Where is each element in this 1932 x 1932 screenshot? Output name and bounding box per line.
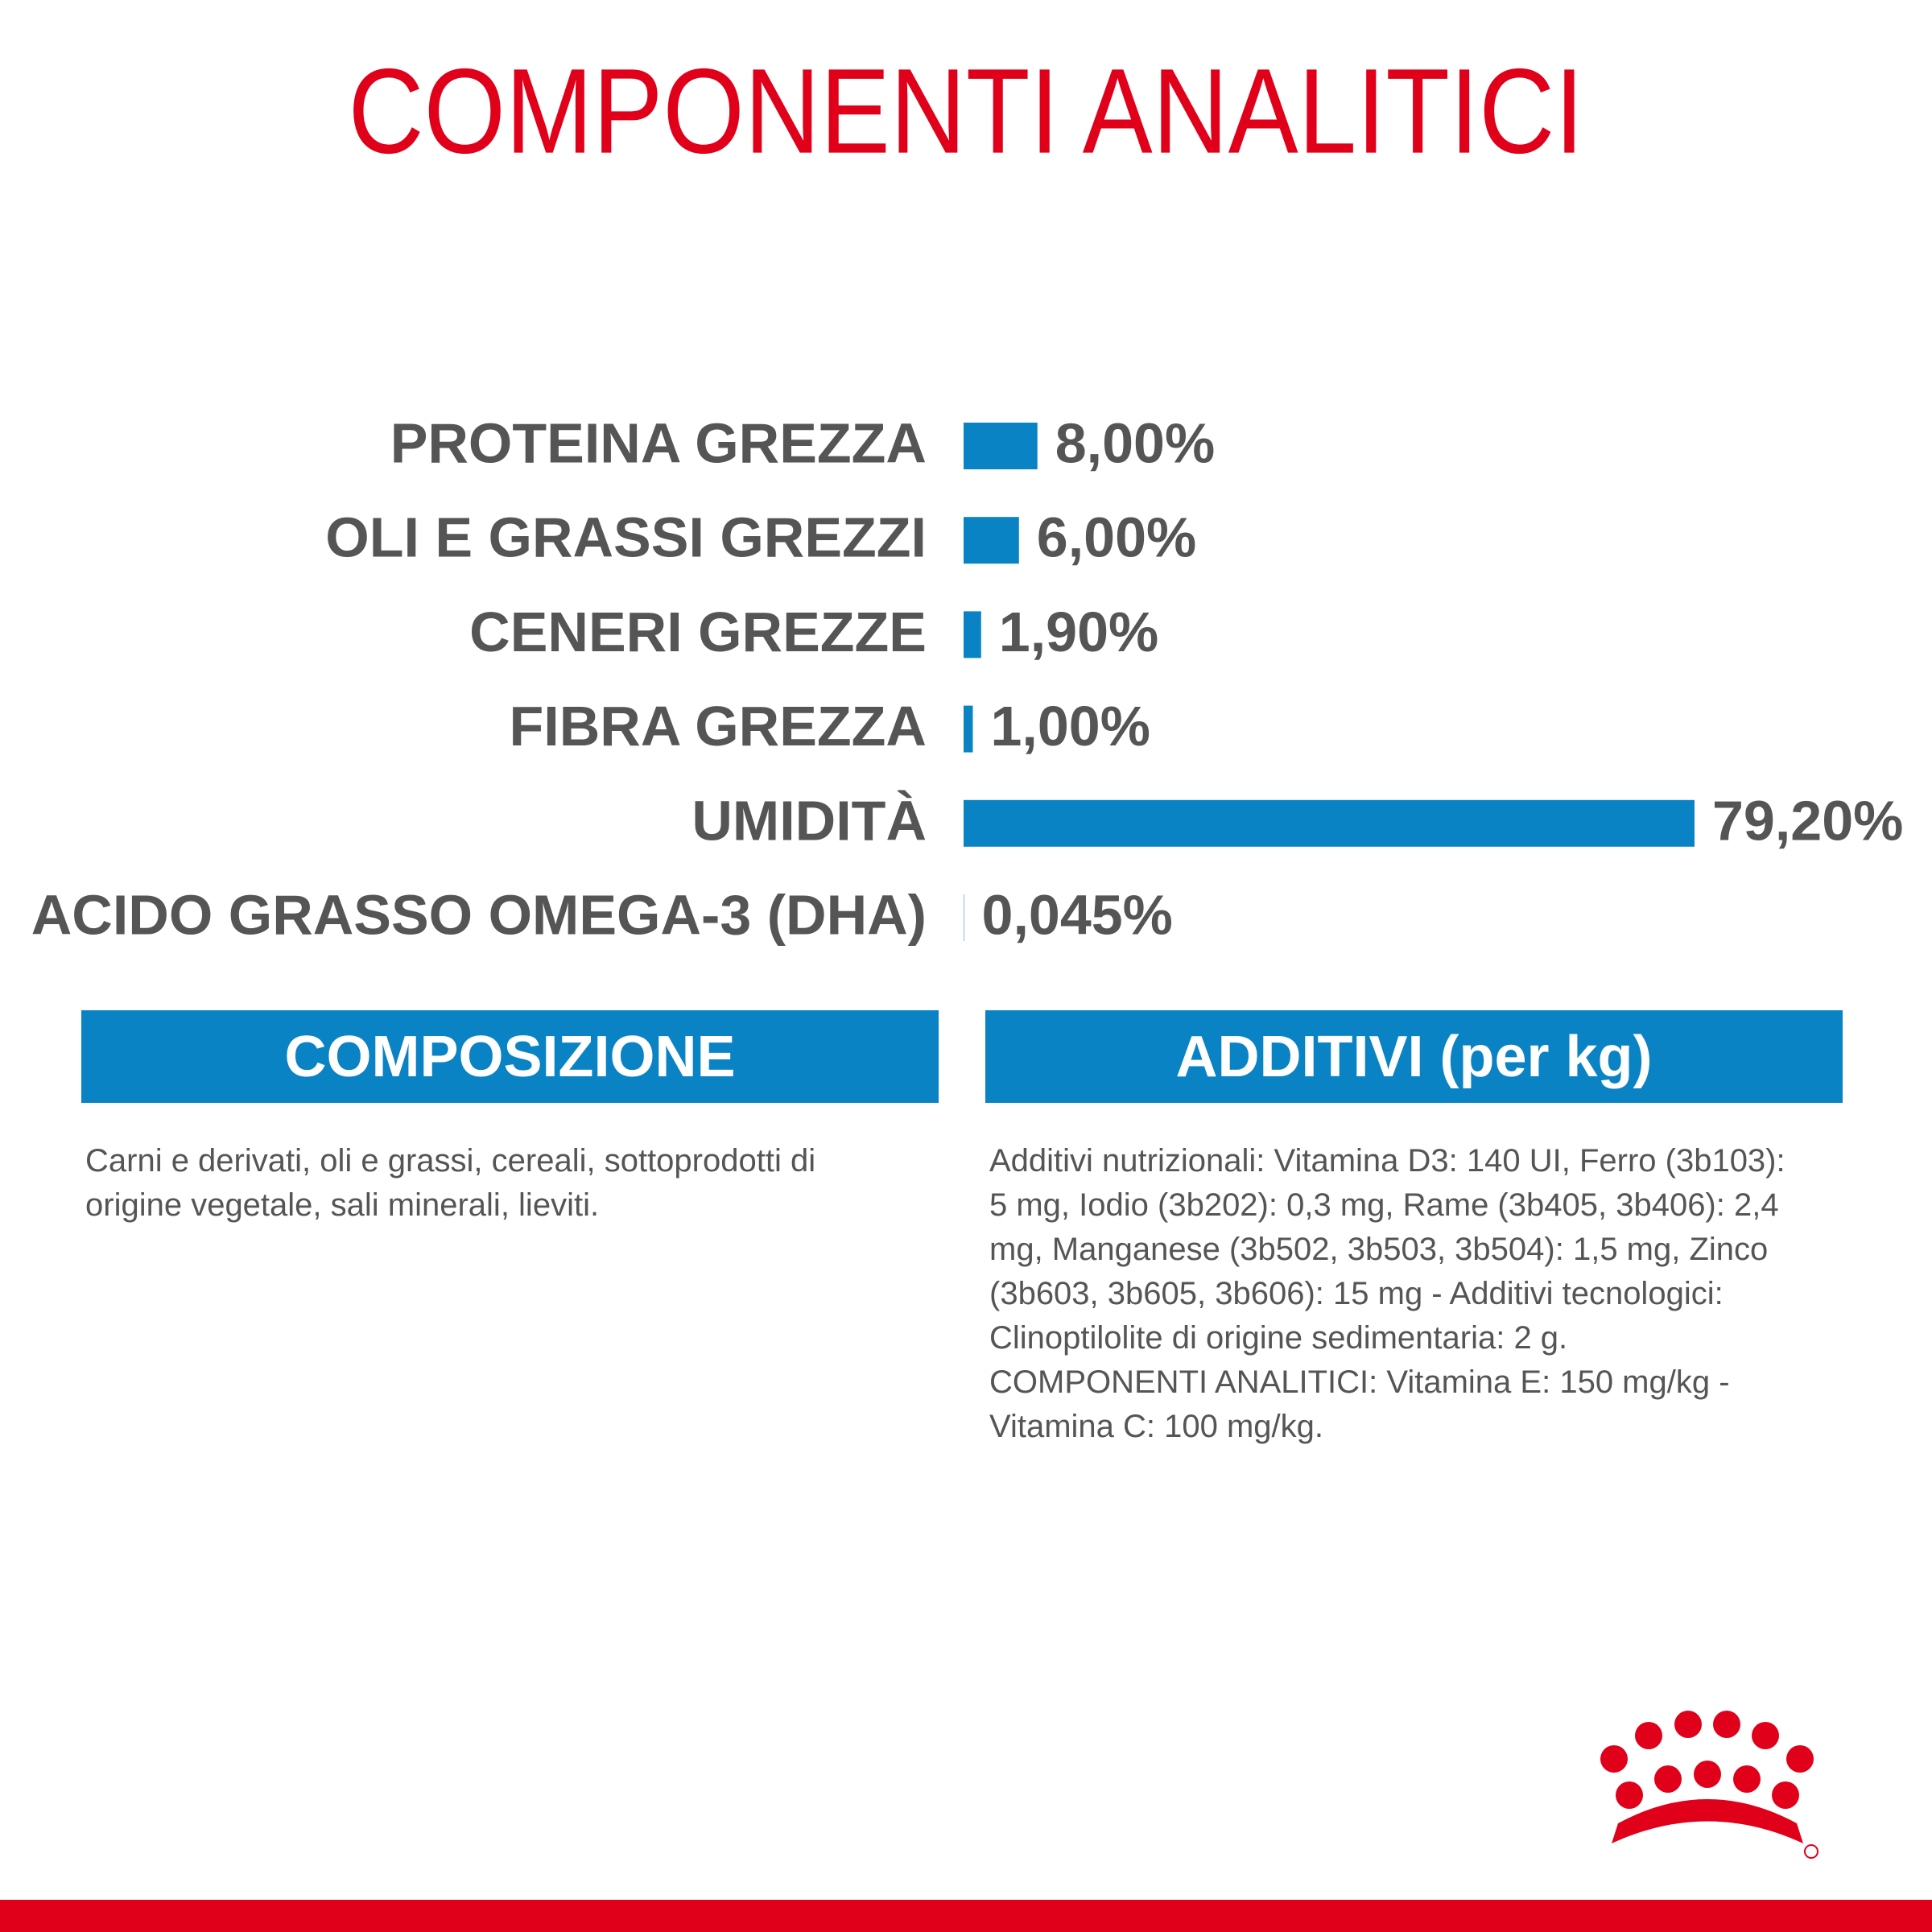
value-label: 1,00% <box>990 695 1150 758</box>
category-label: CENERI GREZZE <box>469 601 927 663</box>
category-label: OLI E GRASSI GREZZI <box>325 506 927 569</box>
category-label: PROTEINA GREZZA <box>390 411 927 474</box>
bar <box>964 799 1695 847</box>
section-body: Carni e derivati, oli e grassi, cereali,… <box>85 1139 898 1228</box>
paragraph: COMPONENTI ANALITICI: Vitamina E: 150 mg… <box>989 1364 1730 1444</box>
value-label: 79,20% <box>1712 789 1903 852</box>
page-title: COMPONENTI ANALITICI <box>349 43 1584 179</box>
paragraph: Carni e derivati, oli e grassi, cereali,… <box>85 1143 816 1223</box>
section-body: Additivi nutrizionali: Vitamina D3: 140 … <box>989 1139 1802 1449</box>
bar <box>964 517 1019 564</box>
value-label: 1,90% <box>999 601 1158 663</box>
bar <box>964 423 1038 469</box>
bar <box>964 611 981 658</box>
value-label: 6,00% <box>1037 506 1196 569</box>
category-label: ACIDO GRASSO OMEGA-3 (DHA) <box>31 883 927 946</box>
bottom-bar <box>0 1900 1932 1932</box>
category-label: UMIDITÀ <box>691 789 927 852</box>
logo <box>1600 1711 1818 1859</box>
section-title: COMPOSIZIONE <box>81 1010 939 1103</box>
value-label: 0,045% <box>982 883 1173 946</box>
section-title: ADDITIVI (per kg) <box>985 1010 1843 1103</box>
category-label: FIBRA GREZZA <box>510 695 927 758</box>
paragraph: Additivi nutrizionali: Vitamina D3: 140 … <box>989 1143 1785 1356</box>
bar <box>964 705 973 753</box>
value-label: 8,00% <box>1055 411 1215 474</box>
